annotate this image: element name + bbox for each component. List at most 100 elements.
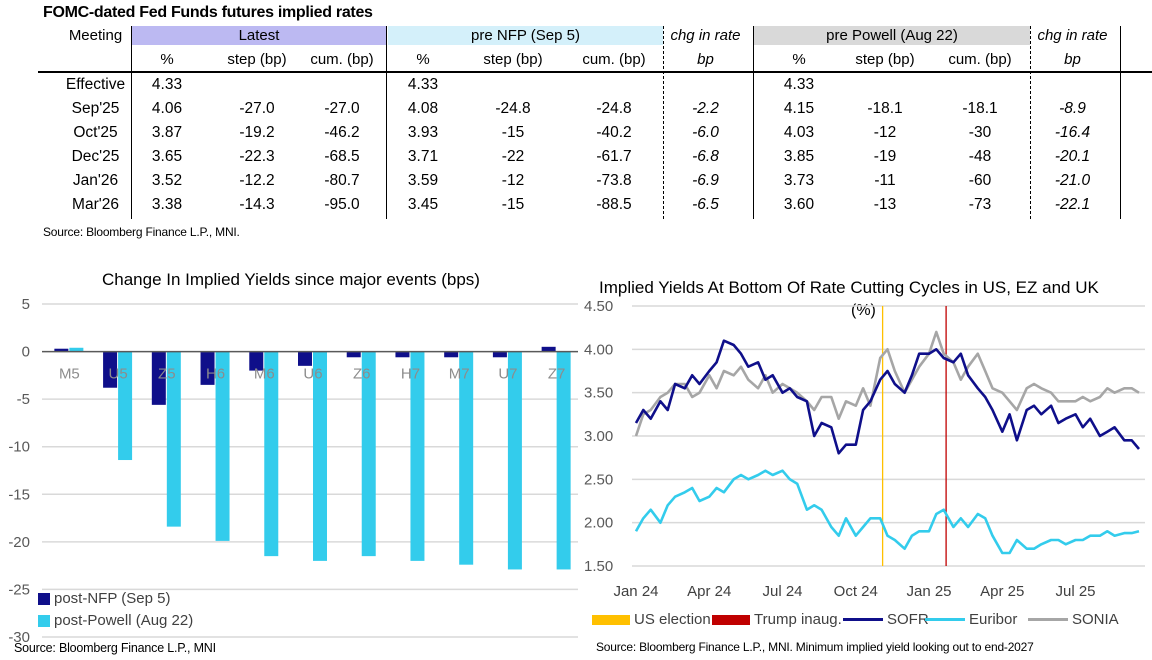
- bar-post-powell: [118, 351, 133, 461]
- nfp-step-cell: -15: [501, 124, 525, 141]
- powell-step-cell: -13: [873, 196, 897, 213]
- nfp-step-cell: -24.8: [495, 100, 531, 117]
- nfp-cum-cell: -88.5: [596, 196, 632, 213]
- x-category-label: Z7: [548, 366, 566, 383]
- bar-post-powell: [410, 351, 425, 561]
- legend-swatch-sofr: [843, 618, 883, 621]
- bar-chart-plot: 5 0 -5 -10 -15 -20 -25 -30 M5 U5 Z5 H6 M6 U6 Z6 H7 M7 U7 Z…: [8, 296, 578, 646]
- y-tick-label: 2.50: [584, 471, 613, 488]
- meeting-cell: Dec'25: [71, 148, 120, 165]
- legend-label-euribor: Euribor: [969, 611, 1018, 628]
- meeting-cell: Effective: [65, 76, 126, 93]
- bar-post-powell: [215, 351, 230, 541]
- sub-header-cum: cum. (bp): [948, 51, 1012, 68]
- bar-post-powell: [313, 351, 327, 561]
- powell-step-cell: -11: [874, 172, 896, 189]
- x-tick-label: Oct 24: [834, 583, 878, 600]
- bar-post-nfp: [541, 346, 556, 352]
- legend-label-sonia: SONIA: [1072, 611, 1119, 628]
- legend-label-post-powell: post-Powell (Aug 22): [54, 612, 194, 629]
- x-category-label: H6: [206, 366, 225, 383]
- nfp-cum-cell: -40.2: [596, 124, 632, 141]
- nfp-chg-cell: -6.5: [692, 196, 719, 213]
- line-chart-legend: US election Trump inaug. SOFR Euribor SONIA: [590, 611, 1152, 631]
- y-tick-label: -10: [8, 439, 30, 456]
- powell-pct-cell: 4.03: [783, 124, 815, 141]
- nfp-chg-cell: -6.8: [692, 148, 719, 165]
- pre-nfp-group-header: pre NFP (Sep 5): [388, 26, 663, 45]
- sub-header-bp: bp: [697, 51, 714, 68]
- bar-post-powell: [361, 351, 376, 557]
- y-tick-label: 3.00: [584, 428, 613, 445]
- legend-sofr: SOFR: [843, 611, 929, 628]
- nfp-step-cell: -15: [501, 196, 525, 213]
- y-tick-label: -20: [8, 534, 30, 551]
- nfp-chg-cell: -6.0: [692, 124, 719, 141]
- nfp-cum-cell: -61.7: [596, 148, 632, 165]
- legend-us-election: US election: [592, 611, 711, 628]
- y-tick-label: 5: [22, 296, 30, 313]
- y-tick-label: 3.50: [584, 385, 613, 402]
- meeting-cell: Jan'26: [72, 172, 119, 189]
- meeting-header: Meeting: [68, 27, 123, 44]
- latest-pct-cell: 3.87: [151, 124, 183, 141]
- nfp-pct-cell: 3.93: [407, 124, 439, 141]
- legend-post-nfp: post-NFP (Sep 5): [38, 590, 170, 607]
- nfp-cum-cell: -24.8: [596, 100, 632, 117]
- legend-swatch-us-election: [592, 614, 630, 625]
- powell-chg-cell: -8.9: [1059, 100, 1086, 117]
- sub-header-cum: cum. (bp): [582, 51, 646, 68]
- sub-header-step: step (bp): [227, 51, 287, 68]
- x-category-label: U5: [108, 366, 127, 383]
- series-line-euribor: [634, 469, 1140, 555]
- column-divider: [1120, 26, 1121, 219]
- powell-cum-cell: -48: [968, 148, 992, 165]
- legend-post-powell: post-Powell (Aug 22): [38, 612, 193, 629]
- table-title: FOMC-dated Fed Funds futures implied rat…: [43, 4, 373, 21]
- powell-chg-cell: -20.1: [1054, 148, 1091, 165]
- series-line-sofr: [634, 339, 1140, 455]
- x-tick-label: Jul 25: [1055, 583, 1095, 600]
- x-category-label: M5: [59, 366, 80, 383]
- fomc-rates-table: FOMC-dated Fed Funds futures implied rat…: [0, 0, 1152, 245]
- bar-post-nfp: [395, 351, 410, 358]
- bar-post-nfp: [249, 351, 264, 371]
- line-chart-source: Source: Bloomberg Finance L.P., MNI. Min…: [596, 640, 1034, 654]
- legend-label-trump-inauguration: Trump inaug.: [754, 611, 842, 628]
- chg-powell-header: chg in rate: [1037, 27, 1108, 44]
- bar-post-nfp: [492, 351, 507, 358]
- y-tick-label: 2.00: [584, 515, 613, 532]
- x-tick-label: Apr 24: [687, 583, 731, 600]
- sub-header-bp: bp: [1064, 51, 1081, 68]
- powell-step-cell: -19: [873, 148, 897, 165]
- bar-post-powell: [556, 351, 571, 570]
- powell-chg-cell: -21.0: [1054, 172, 1091, 189]
- latest-pct-cell: 4.06: [151, 100, 183, 117]
- legend-label-sofr: SOFR: [887, 611, 929, 628]
- nfp-cum-cell: -73.8: [596, 172, 632, 189]
- powell-cum-cell: -18.1: [962, 100, 998, 117]
- latest-step-cell: -14.3: [239, 196, 275, 213]
- legend-label-us-election: US election: [634, 611, 711, 628]
- legend-swatch-post-powell: [38, 614, 50, 627]
- sub-header-pct: %: [416, 51, 430, 68]
- bar-post-powell: [459, 351, 474, 565]
- x-tick-label: Apr 25: [980, 583, 1024, 600]
- column-divider: [1030, 26, 1031, 219]
- line-chart: Implied Yields At Bottom Of Rate Cutting…: [580, 262, 1152, 660]
- bar-post-nfp: [346, 351, 361, 358]
- sub-header-step: step (bp): [483, 51, 543, 68]
- powell-pct-cell: 4.15: [783, 100, 815, 117]
- latest-pct-cell: 3.52: [151, 172, 183, 189]
- legend-label-post-nfp: post-NFP (Sep 5): [54, 590, 171, 607]
- legend-swatch-euribor: [925, 618, 965, 621]
- nfp-chg-cell: -6.9: [692, 172, 719, 189]
- meeting-cell: Sep'25: [71, 100, 120, 117]
- bar-post-nfp: [151, 351, 166, 405]
- sub-header-cum: cum. (bp): [310, 51, 374, 68]
- nfp-pct-cell: 4.33: [407, 76, 439, 93]
- latest-step-cell: -19.2: [239, 124, 275, 141]
- legend-swatch-trump-inauguration: [712, 614, 750, 625]
- column-divider: [131, 26, 132, 219]
